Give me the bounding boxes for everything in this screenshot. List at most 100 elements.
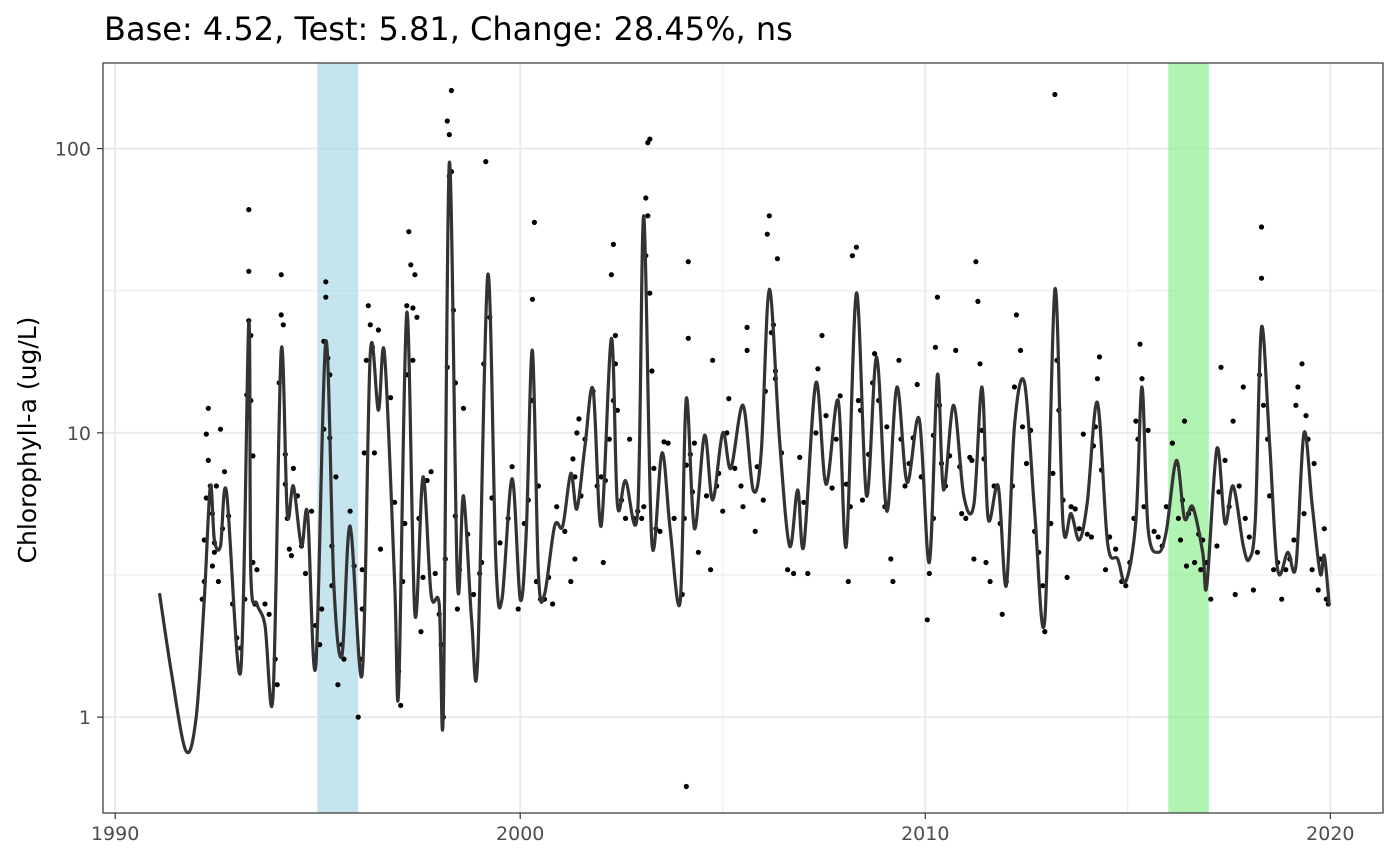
data-point <box>774 256 781 262</box>
data-point <box>1279 596 1285 602</box>
panel-frame <box>102 62 1384 814</box>
data-point <box>661 439 667 445</box>
data-point <box>845 578 851 585</box>
data-point <box>1145 427 1151 433</box>
data-point <box>896 357 902 363</box>
data-point <box>1181 418 1188 424</box>
data-point <box>1137 341 1143 347</box>
data-point <box>529 296 536 302</box>
data-point <box>1218 364 1224 370</box>
data-point <box>1102 567 1109 573</box>
x-tick-label: 1990 <box>91 823 139 845</box>
data-point <box>651 465 657 471</box>
data-point <box>266 611 272 617</box>
data-point <box>412 272 418 278</box>
data-point <box>853 244 860 250</box>
data-point <box>649 368 655 374</box>
data-point <box>215 578 221 585</box>
data-point <box>213 483 219 489</box>
data-point <box>932 344 939 350</box>
data-point <box>1080 431 1086 437</box>
data-point <box>1216 489 1222 495</box>
data-point <box>404 303 410 309</box>
data-point <box>333 474 339 480</box>
data-point <box>890 578 896 585</box>
data-point <box>471 591 477 598</box>
data-point <box>1303 413 1309 419</box>
data-point <box>1198 567 1204 573</box>
data-point <box>217 426 224 432</box>
data-point <box>744 347 750 353</box>
data-point <box>963 515 969 522</box>
data-point <box>1072 506 1078 512</box>
data-point <box>572 556 578 562</box>
data-point <box>562 528 568 535</box>
data-point <box>685 259 691 265</box>
data-point <box>643 195 649 201</box>
data-point <box>1260 402 1267 408</box>
x-tick-label: 2000 <box>496 823 544 845</box>
data-point <box>1175 515 1181 522</box>
data-point <box>448 87 454 94</box>
data-point <box>744 324 750 330</box>
data-point <box>1123 583 1129 589</box>
data-point <box>347 508 353 514</box>
data-point <box>657 528 663 535</box>
data-point <box>444 118 450 124</box>
data-point <box>375 327 381 333</box>
data-point <box>627 436 633 442</box>
data-point <box>726 396 732 402</box>
data-point <box>598 474 604 480</box>
data-point <box>720 508 726 514</box>
data-point <box>420 574 426 581</box>
data-point <box>805 570 811 577</box>
data-point <box>760 497 766 503</box>
data-point <box>971 556 977 562</box>
data-point <box>205 457 211 463</box>
data-point <box>359 567 365 573</box>
data-point <box>1019 424 1026 430</box>
data-point <box>815 366 821 372</box>
data-point <box>410 357 416 363</box>
data-point <box>1011 384 1018 390</box>
data-point <box>1283 567 1289 573</box>
data-point <box>446 132 452 138</box>
data-point <box>685 335 691 341</box>
data-point <box>1254 549 1260 555</box>
data-point <box>606 436 612 442</box>
data-point <box>1315 587 1321 593</box>
data-point <box>418 629 424 635</box>
data-point <box>278 272 284 278</box>
data-point <box>408 262 414 268</box>
data-point <box>274 682 280 688</box>
data-point <box>1064 574 1070 581</box>
shaded-period <box>317 63 359 813</box>
shaded-periods <box>317 63 1209 813</box>
y-tick-label: 100 <box>55 139 91 161</box>
data-point <box>1177 537 1184 543</box>
data-point <box>612 332 619 339</box>
data-point <box>335 682 341 688</box>
data-point <box>574 430 580 436</box>
data-point <box>959 510 965 517</box>
data-point <box>1250 587 1256 593</box>
data-point <box>683 783 689 790</box>
data-point <box>355 714 361 720</box>
data-point <box>645 213 651 219</box>
data-point <box>1155 534 1161 540</box>
data-point <box>377 546 384 552</box>
data-point <box>205 405 211 411</box>
data-point <box>428 469 434 475</box>
data-point <box>1133 418 1139 424</box>
data-point <box>888 556 894 562</box>
data-point <box>969 457 975 463</box>
data-point <box>286 546 292 552</box>
data-point <box>1013 312 1020 318</box>
chart-title: Base: 4.52, Test: 5.81, Change: 28.45%, … <box>104 10 793 48</box>
data-point <box>221 469 228 475</box>
data-point <box>1293 402 1299 408</box>
data-point <box>1242 515 1248 522</box>
data-point <box>1139 376 1145 382</box>
data-point <box>406 229 412 235</box>
